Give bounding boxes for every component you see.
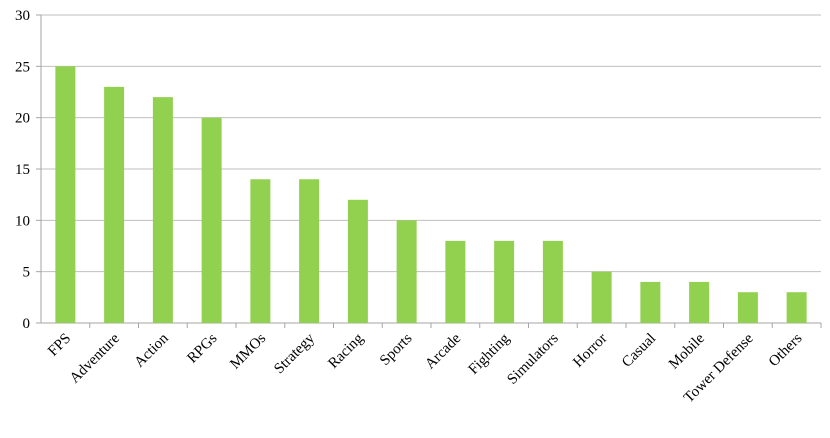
bar [299, 179, 320, 323]
y-tick-label: 15 [15, 162, 30, 178]
x-tick-label: Action [132, 330, 173, 371]
bar [445, 240, 466, 323]
bar [55, 66, 76, 323]
bar [786, 292, 807, 323]
bar [494, 240, 515, 323]
x-tick-label: Adventure [67, 330, 123, 386]
x-tick-label: Fighting [466, 330, 514, 378]
x-tick-label: Horror [570, 331, 610, 371]
bar [250, 179, 271, 323]
bar [201, 117, 222, 324]
y-tick-label: 10 [15, 213, 30, 229]
bar [737, 292, 758, 323]
y-tick-label: 0 [23, 316, 31, 332]
y-tick-label: 25 [15, 59, 30, 75]
x-tick-label: Racing [325, 330, 367, 372]
bar [396, 220, 417, 323]
x-tick-label: Sports [377, 330, 416, 369]
x-tick-label: FPS [45, 331, 74, 360]
bar [640, 281, 661, 323]
x-tick-label: RPGs [184, 330, 220, 366]
bar [591, 271, 612, 323]
bar [152, 97, 173, 323]
x-tick-label: Simulators [504, 330, 561, 387]
y-tick-label: 5 [23, 265, 31, 281]
x-tick-label: Others [766, 330, 806, 370]
y-tick-label: 30 [15, 8, 30, 24]
x-tick-label: Arcade [422, 330, 464, 372]
x-tick-label: Strategy [271, 330, 318, 377]
x-tick-label: Mobile [666, 330, 708, 372]
bar [104, 86, 125, 323]
x-tick-label: MMOs [227, 330, 269, 372]
bar [689, 281, 710, 323]
bar [542, 240, 563, 323]
bar [347, 199, 368, 323]
y-tick-label: 20 [15, 111, 30, 127]
x-tick-label: Casual [619, 331, 659, 371]
